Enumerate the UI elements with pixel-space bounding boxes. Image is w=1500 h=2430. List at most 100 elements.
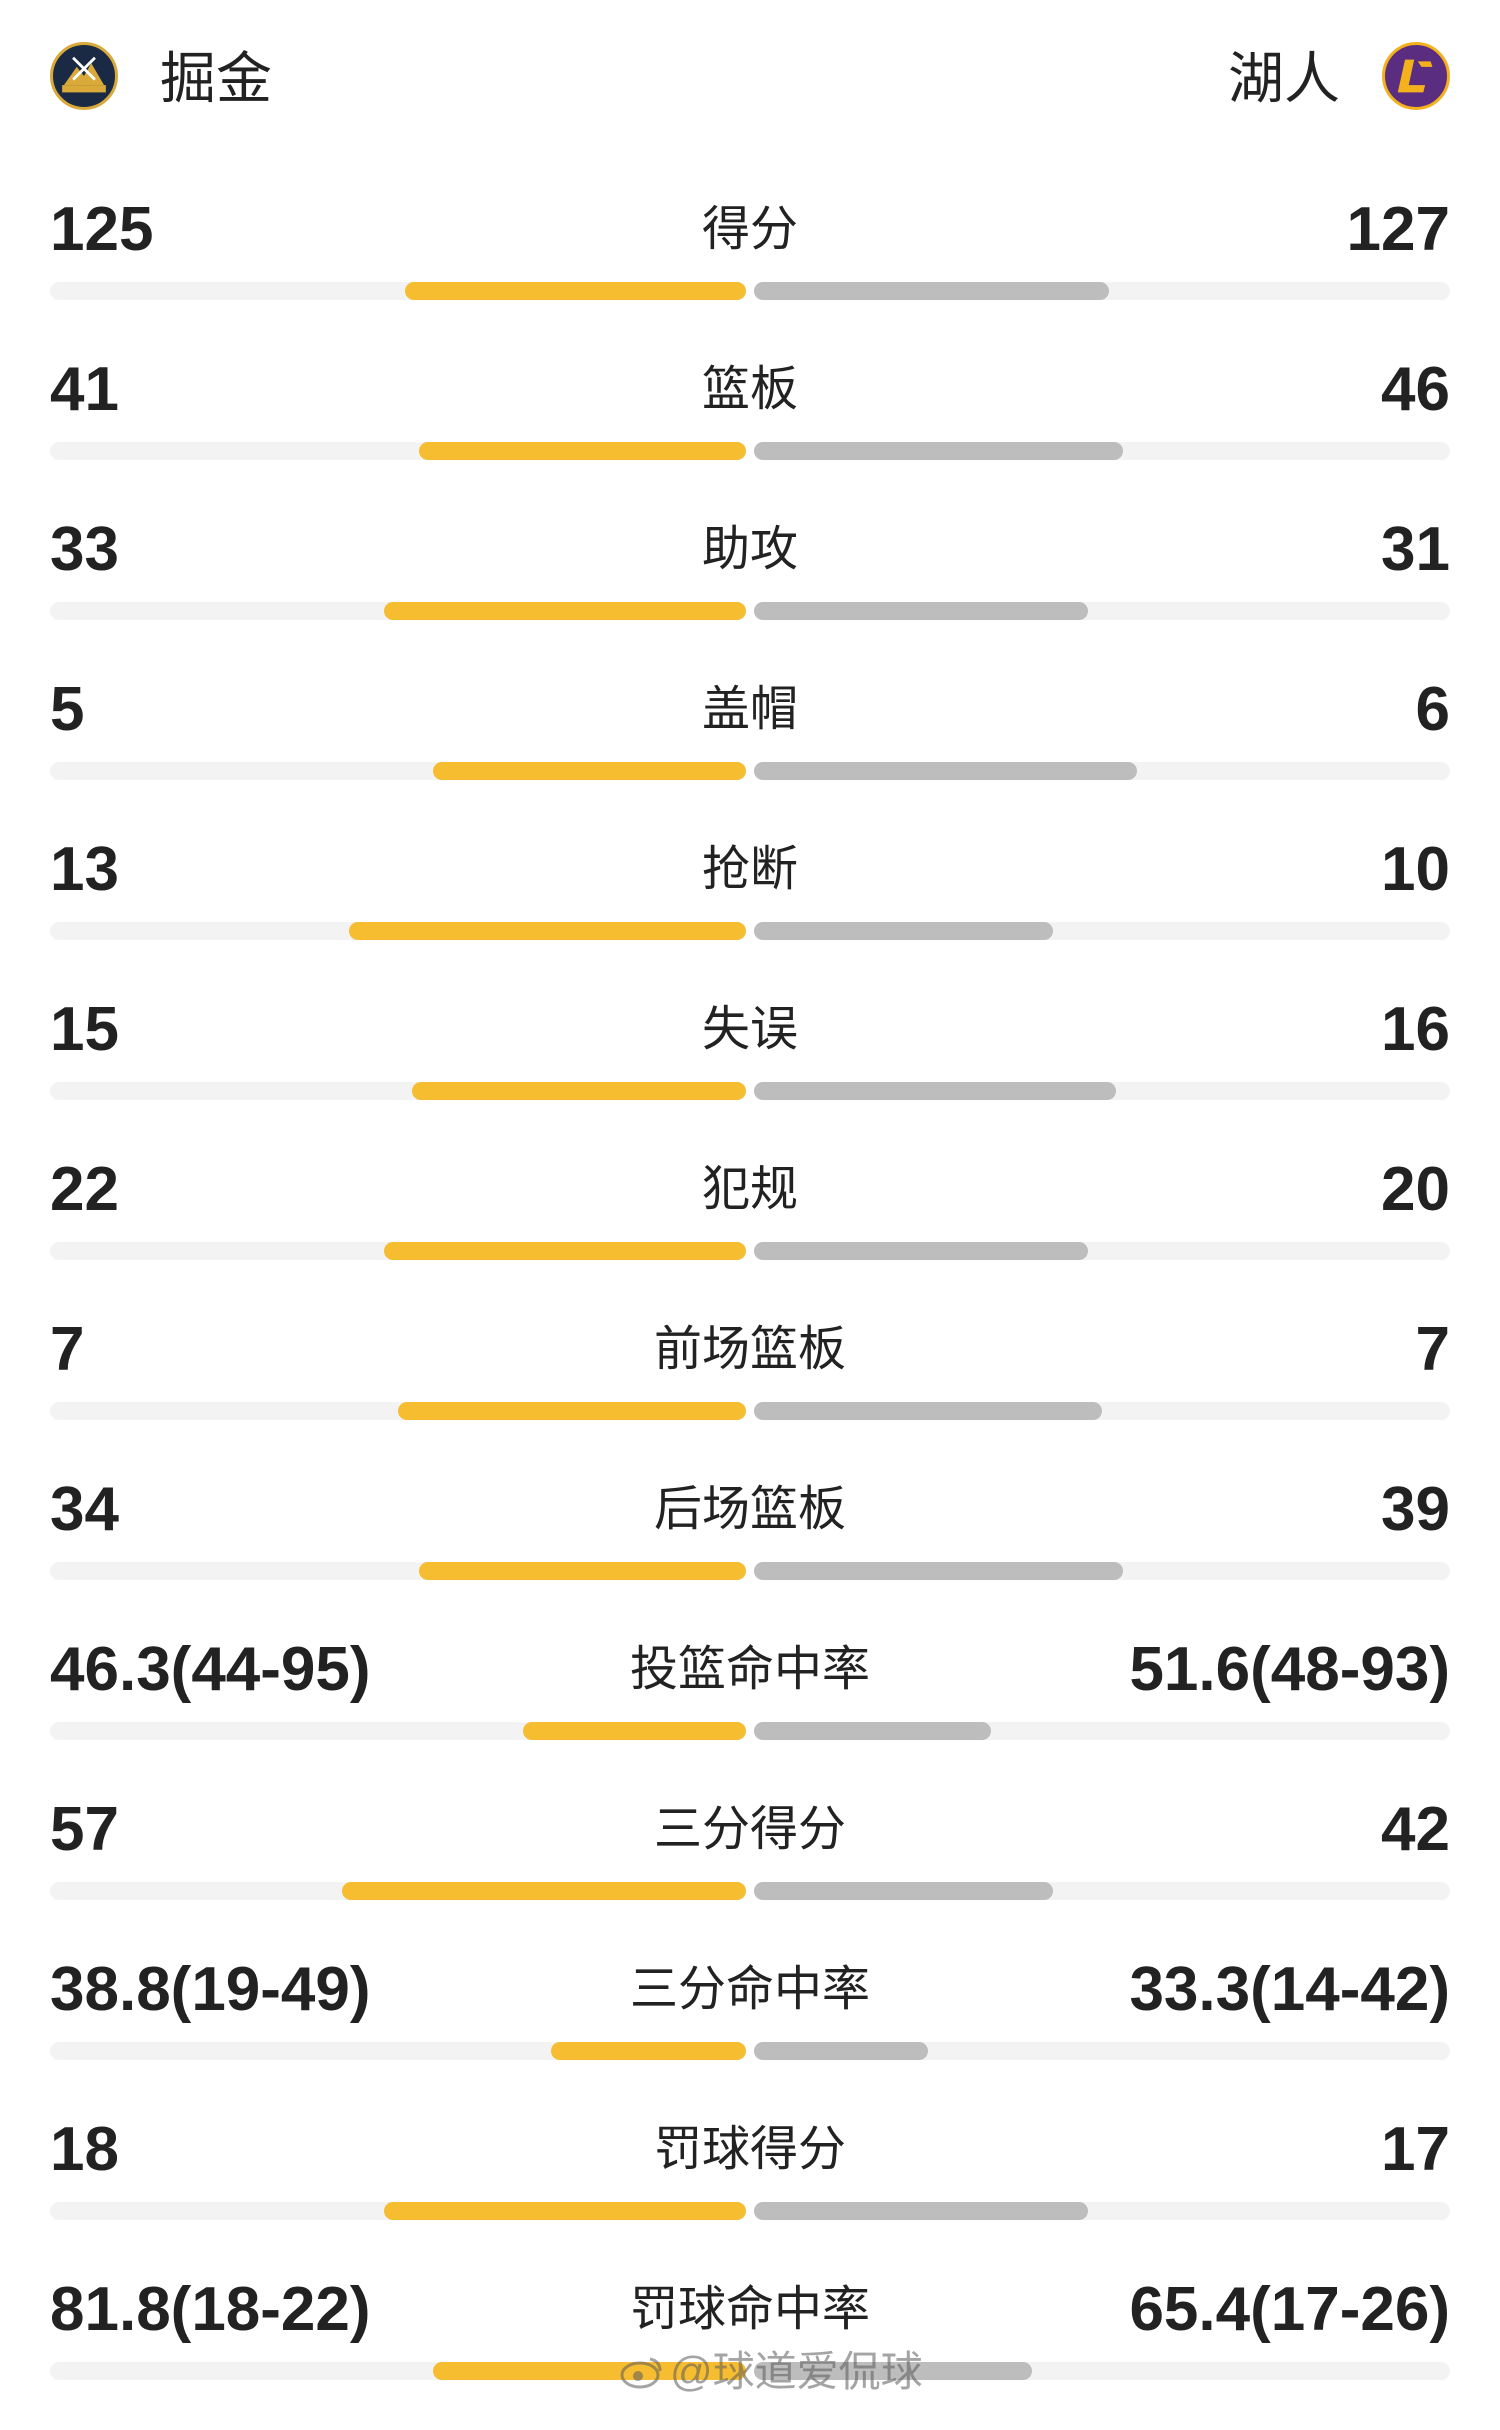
stat-label: 助攻 [701, 523, 798, 576]
away-bar-track [754, 2362, 1450, 2380]
stat-label: 罚球命中率 [629, 2283, 870, 2336]
home-stat-bar [349, 922, 746, 940]
stat-label: 三分命中率 [629, 1963, 870, 2016]
home-bar-track [50, 1722, 746, 1740]
home-bar-track [50, 1242, 746, 1260]
away-stat-bar [754, 602, 1088, 620]
stat-row: 38.8(19-49) 三分命中率 33.3(14-42) [0, 1950, 1500, 2110]
stat-label: 罚球得分 [653, 2123, 846, 2176]
home-bar-track [50, 1082, 746, 1100]
away-bar-track [754, 602, 1450, 620]
home-stat-bar [342, 1882, 746, 1900]
stat-row: 15 失误 16 [0, 990, 1500, 1150]
stat-row: 7 前场篮板 7 [0, 1310, 1500, 1470]
team-header: 掘金 湖人 [0, 0, 1500, 160]
stat-row: 18 罚球得分 17 [0, 2110, 1500, 2270]
stat-label: 篮板 [701, 363, 798, 416]
stat-row: 46.3(44-95) 投篮命中率 51.6(48-93) [0, 1630, 1500, 1790]
away-bar-track [754, 1242, 1450, 1260]
home-stat-bar [384, 1242, 746, 1260]
home-stat-bar [412, 1082, 746, 1100]
stat-row: 13 抢断 10 [0, 830, 1500, 990]
away-stat-bar [754, 922, 1053, 940]
home-stat-bar [398, 1402, 746, 1420]
stat-row: 22 犯规 20 [0, 1150, 1500, 1310]
away-bar-track [754, 1882, 1450, 1900]
home-stat-value: 125 [50, 195, 154, 264]
away-stat-bar [754, 2362, 1032, 2380]
home-stat-bar [523, 1722, 746, 1740]
away-bar-track [754, 762, 1450, 780]
home-stat-value: 33 [50, 515, 119, 584]
away-bar-track [754, 1562, 1450, 1580]
home-stat-bar [433, 762, 746, 780]
stat-label: 犯规 [701, 1163, 798, 1216]
home-stat-bar [551, 2042, 746, 2060]
away-stat-bar [754, 282, 1109, 300]
stat-row: 81.8(18-22) 罚球命中率 65.4(17-26) [0, 2270, 1500, 2430]
home-stat-value: 22 [50, 1155, 119, 1224]
stat-row: 34 后场篮板 39 [0, 1470, 1500, 1630]
home-bar-track [50, 282, 746, 300]
stat-row: 33 助攻 31 [0, 510, 1500, 670]
away-bar-track [754, 282, 1450, 300]
away-stat-bar [754, 2042, 928, 2060]
home-bar-track [50, 602, 746, 620]
stat-label: 投篮命中率 [629, 1643, 870, 1696]
away-stat-bar [754, 1402, 1102, 1420]
home-stat-value: 81.8(18-22) [50, 2275, 371, 2344]
stat-row: 125 得分 127 [0, 190, 1500, 350]
home-bar-track [50, 922, 746, 940]
home-team-name: 掘金 [160, 47, 272, 110]
stat-row: 5 盖帽 6 [0, 670, 1500, 830]
away-bar-track [754, 2042, 1450, 2060]
away-bar-track [754, 922, 1450, 940]
home-bar-track [50, 762, 746, 780]
home-stat-value: 57 [50, 1795, 119, 1864]
away-bar-track [754, 1402, 1450, 1420]
stat-label: 盖帽 [701, 683, 798, 736]
away-stat-bar [754, 1722, 991, 1740]
home-stat-value: 18 [50, 2115, 119, 2184]
home-bar-track [50, 1402, 746, 1420]
away-stat-value: 6 [1415, 675, 1450, 744]
home-stat-value: 38.8(19-49) [50, 1955, 371, 2024]
stat-label: 后场篮板 [653, 1483, 846, 1536]
home-stat-value: 5 [50, 675, 85, 744]
away-stat-value: 51.6(48-93) [1129, 1635, 1450, 1704]
away-stat-value: 46 [1381, 355, 1450, 424]
home-stat-bar [384, 602, 746, 620]
away-stat-bar [754, 442, 1123, 460]
stat-label: 失误 [701, 1003, 798, 1056]
weibo-icon [620, 2351, 664, 2399]
home-stat-bar [405, 282, 746, 300]
home-stat-value: 46.3(44-95) [50, 1635, 371, 1704]
away-stat-value: 33.3(14-42) [1129, 1955, 1450, 2024]
away-stat-value: 31 [1381, 515, 1450, 584]
away-bar-track [754, 1722, 1450, 1740]
home-bar-track [50, 2202, 746, 2220]
nuggets-logo-icon [50, 42, 118, 110]
away-bar-track [754, 2202, 1450, 2220]
away-stat-bar [754, 1882, 1053, 1900]
home-stat-value: 13 [50, 835, 119, 904]
home-bar-track [50, 1562, 746, 1580]
away-stat-bar [754, 2202, 1088, 2220]
away-bar-track [754, 1082, 1450, 1100]
away-stat-value: 42 [1381, 1795, 1450, 1864]
lakers-logo-icon [1382, 42, 1450, 110]
home-stat-bar [419, 442, 746, 460]
home-stat-value: 7 [50, 1315, 85, 1384]
watermark: @球道爱侃球 [620, 2338, 923, 2399]
watermark-text: @球道爱侃球 [670, 2348, 923, 2395]
away-stat-bar [754, 1242, 1088, 1260]
stat-label: 三分得分 [653, 1803, 846, 1856]
home-bar-track [50, 1882, 746, 1900]
home-stat-value: 34 [50, 1475, 119, 1544]
home-bar-track [50, 2042, 746, 2060]
stat-row: 57 三分得分 42 [0, 1790, 1500, 1950]
away-bar-track [754, 442, 1450, 460]
stat-label: 前场篮板 [653, 1323, 846, 1376]
stat-label: 抢断 [701, 843, 798, 896]
away-stat-value: 65.4(17-26) [1129, 2275, 1450, 2344]
